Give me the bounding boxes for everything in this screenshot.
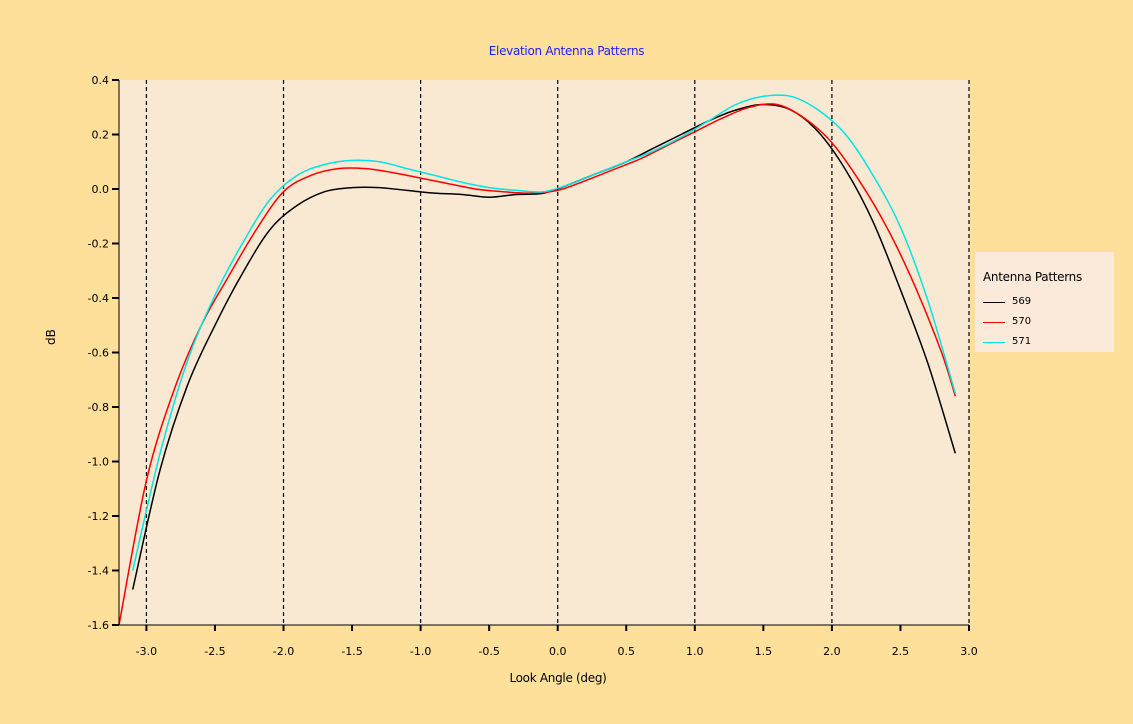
chart-title: Elevation Antenna Patterns bbox=[488, 44, 645, 58]
legend: Antenna Patterns 569 570 571 bbox=[975, 252, 1114, 352]
series-line-569 bbox=[131, 103, 957, 590]
y-axis-label: dB bbox=[44, 329, 58, 345]
legend-item-570: 570 bbox=[983, 316, 1103, 330]
x-tick-label: 1.0 bbox=[686, 645, 704, 658]
legend-swatch-569 bbox=[983, 302, 1005, 303]
y-tick-label: -0.8 bbox=[88, 401, 109, 414]
legend-label-571: 571 bbox=[1012, 336, 1032, 347]
legend-swatch-570 bbox=[983, 322, 1005, 323]
plot-area bbox=[119, 80, 969, 625]
y-tick-label: -0.2 bbox=[88, 238, 109, 251]
x-tick-label: -2.0 bbox=[273, 645, 294, 658]
x-tick-label: 2.5 bbox=[892, 645, 910, 658]
legend-label-570: 570 bbox=[1012, 316, 1032, 327]
x-tick-label: 1.5 bbox=[755, 645, 773, 658]
series-lines bbox=[118, 94, 957, 626]
y-tick-label: 0.2 bbox=[92, 129, 110, 142]
y-tick-label: -1.4 bbox=[88, 565, 109, 578]
x-tick-label: -2.5 bbox=[204, 645, 225, 658]
series-line-570 bbox=[118, 103, 957, 626]
x-tick-label: 3.0 bbox=[960, 645, 978, 658]
x-axis: -3.0 -2.5 -2.0 -1.5 -1.0 -0.5 0.0 0.5 1.0 1.5 2.0 2… bbox=[119, 624, 978, 658]
y-tick-label: -1.0 bbox=[88, 456, 109, 469]
x-tick-label: 0.5 bbox=[618, 645, 636, 658]
x-tick-label: 0.0 bbox=[549, 645, 567, 658]
y-tick-label: 0.0 bbox=[92, 183, 110, 196]
x-tick-label: 2.0 bbox=[823, 645, 841, 658]
y-tick-label: 0.4 bbox=[92, 74, 110, 87]
y-axis: 0.4 0.2 0.0 -0.2 -0.4 -0.6 -0.8 -1.0 -1.2 -1.4 -1.… bbox=[88, 74, 120, 632]
x-tick-label: -3.0 bbox=[136, 645, 157, 658]
y-tick-label: -1.6 bbox=[88, 619, 109, 632]
x-axis-label: Look Angle (deg) bbox=[509, 671, 607, 685]
legend-swatch-571 bbox=[983, 342, 1005, 343]
y-tick-label: -0.6 bbox=[88, 347, 109, 360]
legend-item-569: 569 bbox=[983, 296, 1103, 310]
y-tick-label: -0.4 bbox=[88, 292, 109, 305]
y-tick-label: -1.2 bbox=[88, 510, 109, 523]
x-tick-label: -0.5 bbox=[478, 645, 499, 658]
legend-label-569: 569 bbox=[1012, 296, 1032, 307]
legend-item-571: 571 bbox=[983, 336, 1103, 350]
legend-title: Antenna Patterns bbox=[983, 270, 1082, 284]
x-tick-label: -1.5 bbox=[341, 645, 362, 658]
series-line-571 bbox=[131, 94, 957, 571]
x-tick-label: -1.0 bbox=[410, 645, 431, 658]
